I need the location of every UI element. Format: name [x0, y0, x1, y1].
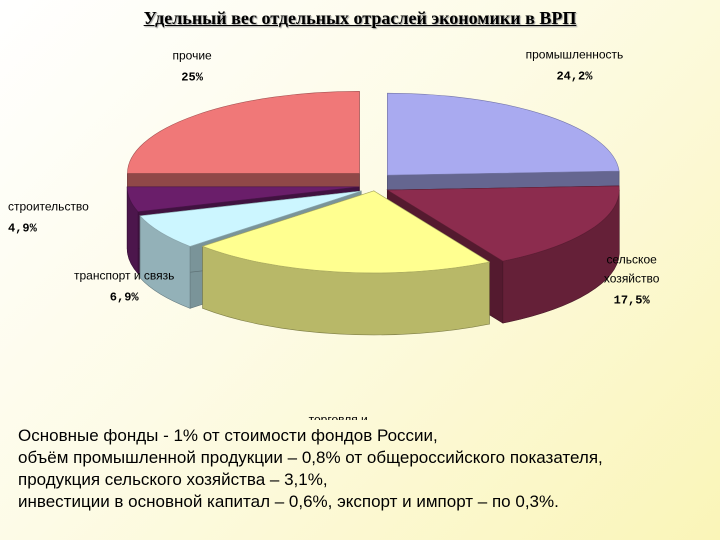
slice-value-label: 25%	[181, 70, 203, 84]
slice-label-1: промышленность 24,2%	[526, 48, 624, 84]
slice-label-text: сельское	[607, 253, 658, 267]
note-line-1: Основные фонды - 1% от стоимости фондов …	[18, 426, 438, 445]
slice-top	[126, 186, 360, 213]
slice-top	[139, 190, 362, 247]
chart-title: Удельный вес отдельных отраслей экономик…	[143, 8, 577, 28]
slice-label-4: транспорт и связь 6,9%	[74, 269, 174, 305]
slice-value-label: 6,9%	[110, 291, 140, 305]
slice-value-label: 24,2%	[556, 70, 593, 84]
notes-text: Основные фонды - 1% от стоимости фондов …	[18, 425, 708, 513]
note-line-3: продукция сельского хозяйства – 3,1%,	[18, 470, 328, 489]
note-line-2: объём промышленной продукции – 0,8% от о…	[18, 448, 603, 467]
slice-label-text: прочие	[173, 48, 213, 62]
slice-top	[387, 92, 620, 176]
slice-label-6: прочие 25%	[173, 48, 213, 84]
slice-top	[127, 91, 360, 174]
slice-value-label: 17,5%	[614, 294, 651, 308]
slice-label-2: сельское хозяйство 17,5%	[604, 253, 660, 308]
slice-top	[201, 190, 491, 274]
pie-labels: промышленность 24,2% сельское хозяйство 17,5…	[8, 48, 660, 420]
slice-top	[386, 185, 620, 262]
note-line-4: инвестиции в основной капитал – 0,6%, эк…	[18, 492, 559, 511]
slice-label-text: транспорт и связь	[74, 269, 174, 283]
slice-label-text: хозяйство	[604, 272, 660, 286]
pie-slices	[126, 91, 620, 336]
slice-label-text: торговля и	[309, 413, 368, 420]
pie-chart: промышленность 24,2% сельское хозяйство 17,5…	[8, 48, 660, 420]
slice-value-label: 4,9%	[8, 221, 38, 235]
pie-slice-3	[201, 190, 491, 336]
slice-label-text: строительство	[8, 199, 89, 213]
slice-label-3: торговля икоммерческаядеятельность21,5%	[309, 413, 368, 420]
slice-label-text: промышленность	[526, 48, 624, 62]
slice-label-5: строительство 4,9%	[8, 199, 89, 235]
